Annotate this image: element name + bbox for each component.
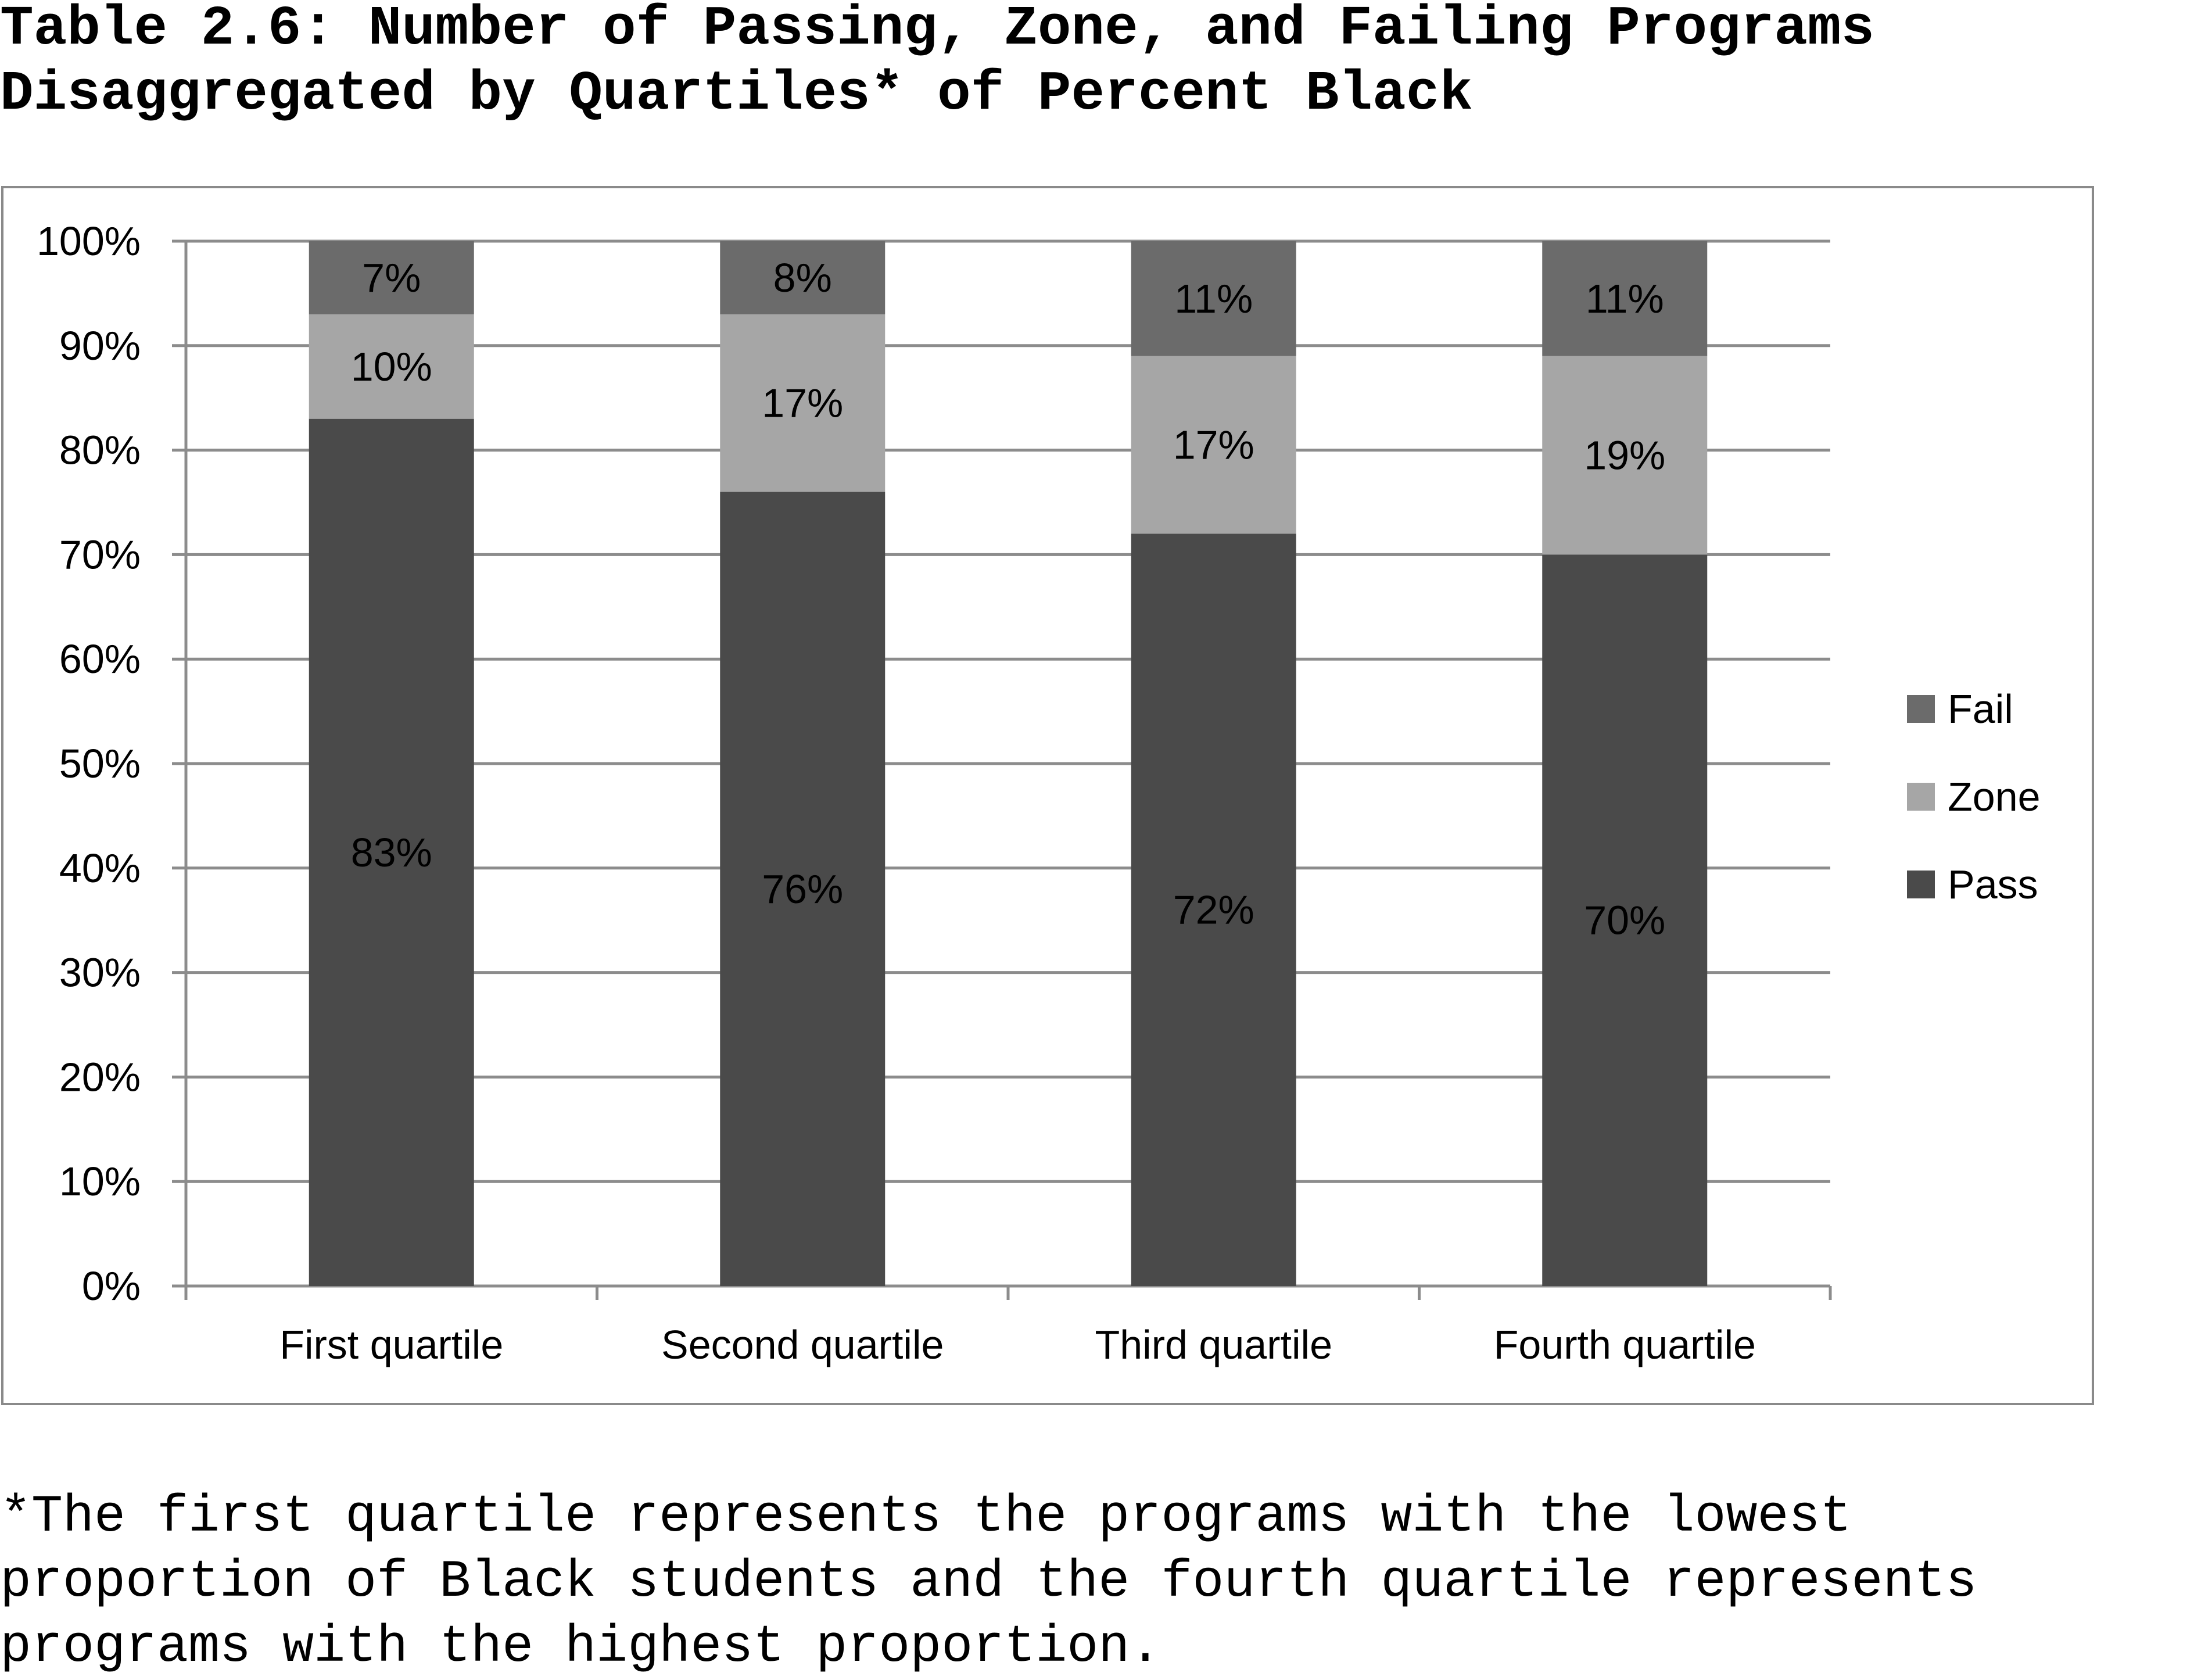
legend-label-fail: Fail — [1948, 686, 2013, 732]
legend-swatch-fail — [1907, 695, 1935, 723]
data-label: 11% — [1174, 276, 1253, 321]
bar-segment-fail — [1542, 241, 1708, 356]
x-category-label: First quartile — [279, 1322, 503, 1367]
bar-segment-zone — [720, 314, 886, 492]
legend-swatch-pass — [1907, 871, 1935, 898]
x-category-label: Third quartile — [1095, 1322, 1332, 1367]
footnote: *The first quartile represents the progr… — [0, 1485, 2194, 1680]
footnote-line-2: proportion of Black students and the fou… — [0, 1553, 1977, 1612]
x-category-label: Fourth quartile — [1494, 1322, 1756, 1367]
data-label: 76% — [762, 866, 843, 912]
title-line-2: Disaggregated by Quartiles* of Percent B… — [0, 62, 1473, 126]
bar-segment-fail — [1131, 241, 1296, 356]
data-label: 10% — [351, 344, 432, 389]
x-category-label: Second quartile — [661, 1322, 944, 1367]
bar-segment-pass — [1542, 554, 1708, 1286]
bar-segment-fail — [720, 241, 886, 314]
legend-label-zone: Zone — [1948, 774, 2041, 819]
bar-segment-pass — [1131, 533, 1296, 1287]
bar-segment-zone — [1542, 356, 1708, 555]
bar-segment-zone — [309, 314, 474, 419]
chart-title: Table 2.6: Number of Passing, Zone, and … — [0, 0, 2194, 127]
y-tick-label: 10% — [59, 1159, 141, 1204]
legend-swatch-zone — [1907, 783, 1935, 811]
footnote-line-3: programs with the highest proportion. — [0, 1618, 1161, 1677]
data-label: 17% — [762, 381, 843, 426]
y-tick-label: 0% — [82, 1263, 141, 1309]
data-label: 8% — [773, 255, 832, 300]
bar-segment-pass — [309, 418, 474, 1287]
y-tick-label: 100% — [37, 218, 141, 264]
y-tick-label: 70% — [59, 532, 141, 577]
footnote-line-1: *The first quartile represents the progr… — [0, 1488, 1852, 1547]
data-label: 70% — [1584, 898, 1665, 943]
y-tick-label: 60% — [59, 636, 141, 682]
data-label: 19% — [1584, 433, 1665, 478]
y-tick-label: 90% — [59, 323, 141, 368]
legend-label-pass: Pass — [1948, 862, 2038, 907]
data-label: 17% — [1173, 422, 1254, 468]
data-label: 11% — [1586, 276, 1664, 321]
data-label: 72% — [1173, 887, 1254, 933]
y-tick-label: 30% — [59, 950, 141, 995]
y-tick-label: 20% — [59, 1054, 141, 1099]
data-label: 7% — [362, 255, 421, 300]
y-tick-label: 40% — [59, 846, 141, 891]
y-tick-label: 80% — [59, 428, 141, 473]
data-label: 83% — [351, 830, 432, 875]
title-line-1: Table 2.6: Number of Passing, Zone, and … — [0, 0, 1875, 60]
bar-segment-fail — [309, 241, 474, 314]
bar-segment-zone — [1131, 356, 1296, 534]
y-tick-label: 50% — [59, 741, 141, 786]
bar-segment-pass — [720, 492, 886, 1286]
